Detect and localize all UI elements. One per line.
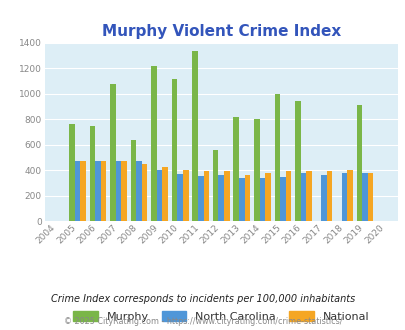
Bar <box>294 101 300 221</box>
Bar <box>121 161 127 221</box>
Bar <box>239 178 244 221</box>
Bar <box>300 173 305 221</box>
Bar <box>171 79 177 221</box>
Bar <box>361 173 367 221</box>
Bar <box>162 167 168 221</box>
Bar <box>100 161 106 221</box>
Legend: Murphy, North Carolina, National: Murphy, North Carolina, National <box>68 307 373 326</box>
Bar <box>320 175 326 221</box>
Bar <box>130 140 136 221</box>
Bar <box>341 173 346 221</box>
Bar <box>69 124 75 221</box>
Bar <box>279 177 285 221</box>
Bar <box>198 176 203 221</box>
Bar <box>75 161 80 221</box>
Bar <box>95 161 100 221</box>
Bar <box>151 66 156 221</box>
Bar <box>203 171 209 221</box>
Bar <box>156 170 162 221</box>
Bar <box>305 171 311 221</box>
Bar <box>224 172 229 221</box>
Bar <box>233 117 239 221</box>
Bar <box>80 161 85 221</box>
Title: Murphy Violent Crime Index: Murphy Violent Crime Index <box>101 24 340 39</box>
Bar <box>264 173 270 221</box>
Bar <box>192 51 198 221</box>
Bar <box>136 161 142 221</box>
Bar <box>326 171 331 221</box>
Bar <box>285 172 290 221</box>
Bar <box>254 118 259 221</box>
Bar <box>110 83 115 221</box>
Bar <box>213 150 218 221</box>
Bar <box>274 94 279 221</box>
Text: Crime Index corresponds to incidents per 100,000 inhabitants: Crime Index corresponds to incidents per… <box>51 294 354 304</box>
Bar <box>218 175 224 221</box>
Bar <box>367 173 373 221</box>
Bar <box>346 170 352 221</box>
Bar <box>259 179 264 221</box>
Bar <box>356 105 361 221</box>
Bar <box>90 126 95 221</box>
Bar <box>142 164 147 221</box>
Bar <box>244 175 249 221</box>
Bar <box>115 161 121 221</box>
Text: © 2025 CityRating.com - https://www.cityrating.com/crime-statistics/: © 2025 CityRating.com - https://www.city… <box>64 317 341 326</box>
Bar <box>183 170 188 221</box>
Bar <box>177 174 183 221</box>
